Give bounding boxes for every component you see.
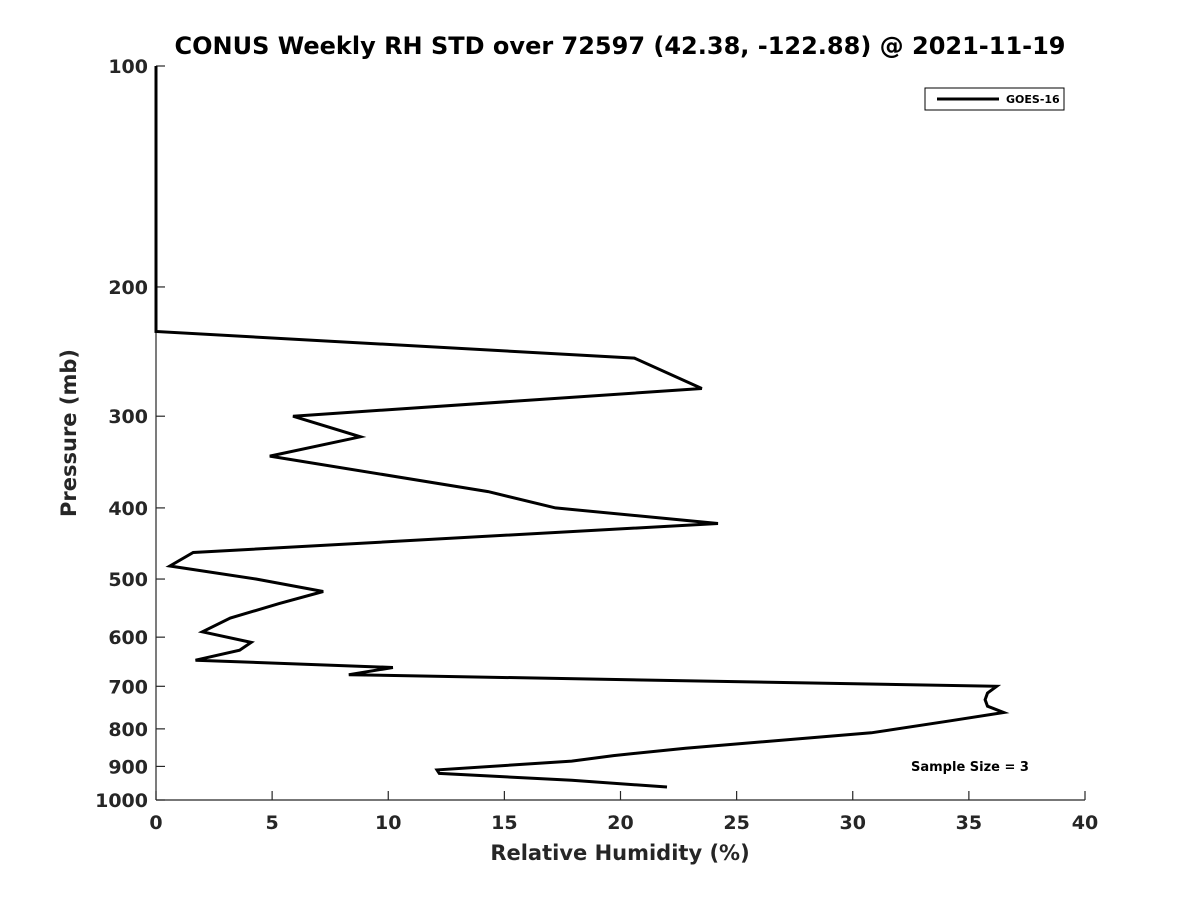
- y-tick-label: 400: [108, 498, 148, 520]
- y-tick-label: 1000: [95, 790, 148, 812]
- y-tick-label: 300: [108, 406, 148, 428]
- x-tick-label: 30: [840, 812, 866, 834]
- y-tick-label: 700: [108, 676, 148, 698]
- legend-label-goes-16: GOES-16: [1006, 93, 1060, 106]
- y-tick-label: 200: [108, 277, 148, 299]
- y-axis-label: Pressure (mb): [57, 349, 81, 517]
- plot-area: [156, 66, 1085, 800]
- legend: GOES-16: [924, 87, 1065, 111]
- sample-size-annotation: Sample Size = 3: [911, 760, 1029, 775]
- x-tick-label: 20: [607, 812, 633, 834]
- x-tick-label: 15: [491, 812, 517, 834]
- x-tick-label: 40: [1072, 812, 1098, 834]
- x-tick-label: 0: [149, 812, 162, 834]
- x-tick-label: 5: [266, 812, 279, 834]
- series-lines: [154, 66, 1010, 789]
- y-tick-label: 900: [108, 756, 148, 778]
- y-tick-label: 500: [108, 569, 148, 591]
- y-tick-label: 600: [108, 627, 148, 649]
- y-tick-label: 800: [108, 719, 148, 741]
- x-axis-ticks: 0 5 10 15 20 25 30 35 40: [149, 791, 1098, 834]
- x-tick-label: 25: [723, 812, 749, 834]
- x-tick-label: 10: [375, 812, 401, 834]
- chart-title: CONUS Weekly RH STD over 72597 (42.38, -…: [174, 32, 1065, 60]
- series-line-goes-16: [154, 66, 1010, 789]
- y-axis-ticks: 100 200 300 400 500 600 700 800 900 1000: [95, 56, 165, 812]
- x-tick-label: 35: [956, 812, 982, 834]
- y-tick-label: 100: [108, 56, 148, 78]
- x-axis-label: Relative Humidity (%): [490, 841, 749, 865]
